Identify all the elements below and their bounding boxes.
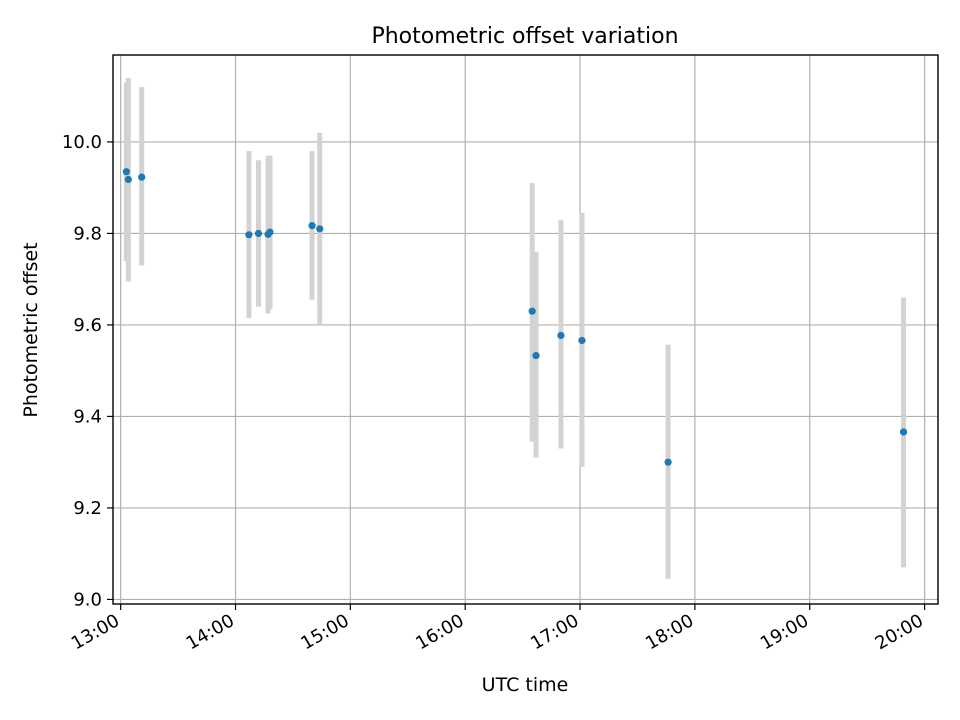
data-point	[578, 336, 586, 345]
x-tick-label: 18:00	[642, 610, 697, 654]
data-point	[245, 231, 253, 239]
data-point	[899, 428, 908, 436]
data-point	[308, 222, 316, 230]
data-point	[122, 168, 130, 176]
data-point	[664, 458, 672, 466]
data-point	[254, 229, 263, 238]
y-tick-label: 9.8	[73, 223, 102, 244]
point-layer	[122, 168, 908, 466]
data-point	[557, 331, 565, 340]
x-tick-label: 14:00	[183, 610, 238, 654]
x-axis-label: UTC time	[482, 674, 569, 696]
tick-layer: 13:00 14:00 15:00 16:00 17:00 18:00 19:00 20:00…	[62, 132, 927, 654]
y-tick-label: 10.0	[62, 132, 102, 153]
data-point	[528, 307, 536, 315]
errorbar-layer	[123, 77, 907, 579]
x-tick-label: 17:00	[527, 610, 582, 654]
data-point	[138, 173, 146, 181]
y-tick-label: 9.4	[73, 406, 102, 427]
y-axis-label: Photometric offset	[20, 242, 42, 417]
x-tick-label: 20:00	[872, 610, 927, 654]
y-tick-label: 9.0	[73, 589, 102, 610]
chart-title: Photometric offset variation	[371, 24, 678, 49]
data-point	[266, 228, 274, 236]
plot-frame	[112, 54, 939, 605]
y-tick-label: 9.6	[73, 315, 102, 336]
x-tick-label: 13:00	[68, 610, 123, 654]
x-tick-label: 19:00	[757, 610, 812, 654]
data-point	[124, 175, 132, 184]
x-tick-label: 16:00	[412, 610, 467, 654]
data-point	[316, 225, 324, 233]
x-tick-label: 15:00	[297, 610, 352, 654]
data-point	[532, 351, 540, 360]
y-tick-label: 9.2	[73, 498, 102, 519]
grid-layer	[113, 55, 938, 604]
